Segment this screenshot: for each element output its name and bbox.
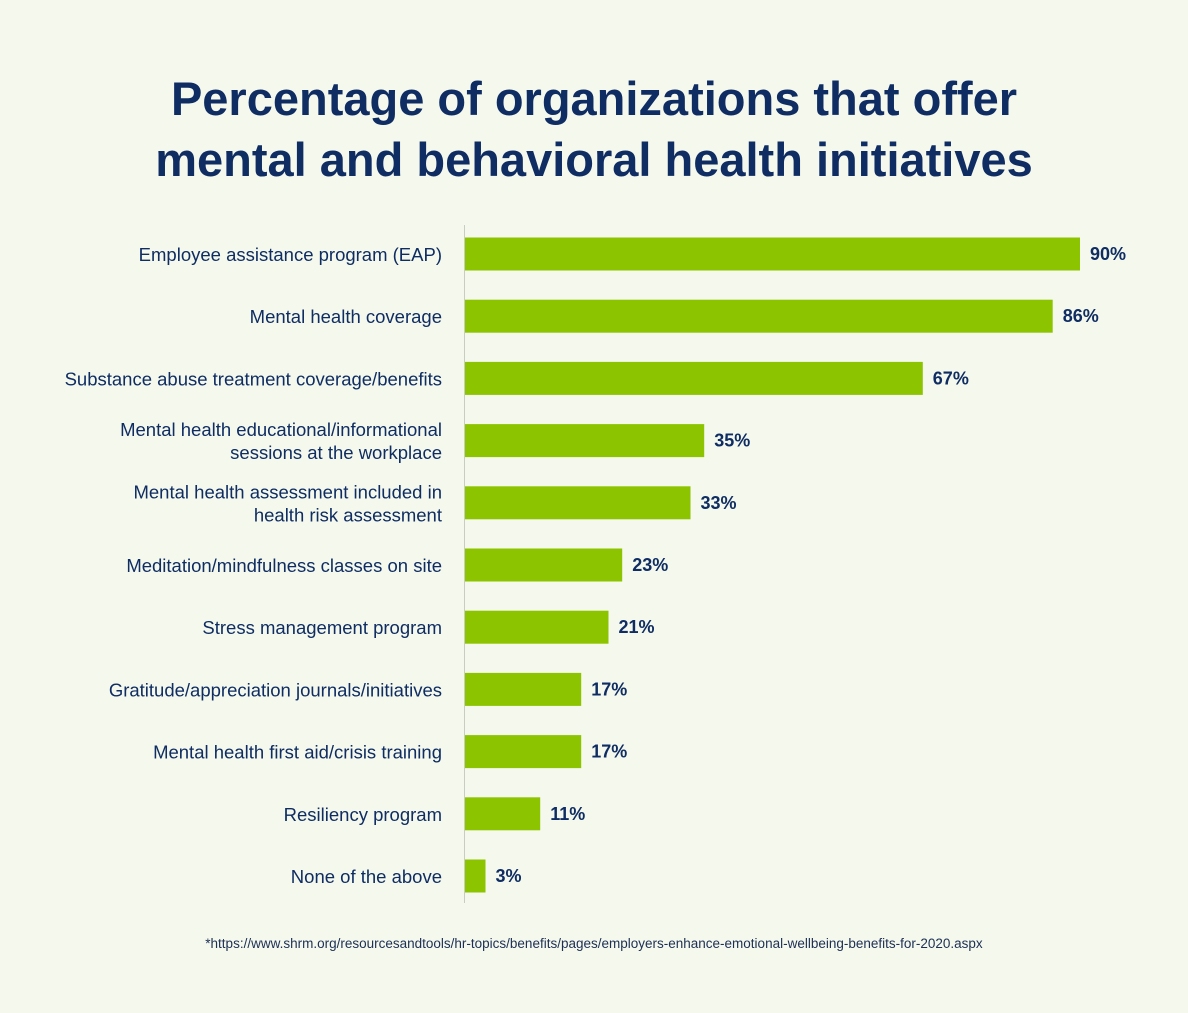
chart-title: Percentage of organizations that offer m… (0, 68, 1188, 190)
bar (465, 424, 705, 458)
category-label: Meditation/mindfulness classes on site (126, 555, 442, 576)
category-label-line: None of the above (291, 866, 442, 887)
category-label: Gratitude/appreciation journals/initiati… (109, 679, 442, 700)
bar (465, 610, 609, 644)
bar (465, 299, 1053, 333)
source-footnote: *https://www.shrm.org/resourcesandtools/… (205, 936, 983, 951)
category-label: Substance abuse treatment coverage/benef… (65, 368, 442, 389)
category-label-line: Substance abuse treatment coverage/benef… (65, 368, 442, 389)
bar (465, 735, 582, 769)
category-label-line: sessions at the workplace (230, 442, 442, 463)
category-label-line: Gratitude/appreciation journals/initiati… (109, 679, 442, 700)
bar-value-label: 23% (632, 555, 668, 575)
bar-value-label: 90% (1090, 244, 1126, 264)
category-label: Mental health assessment included in heal… (133, 481, 442, 525)
bar-value-label: 21% (619, 617, 655, 637)
category-label-line: Resiliency program (284, 803, 442, 824)
bar (465, 361, 923, 395)
bar (465, 859, 486, 893)
bar-value-label: 17% (591, 742, 627, 762)
category-label: Employee assistance program (EAP) (139, 244, 442, 265)
category-label: None of the above (291, 866, 442, 887)
bar-value-label: 67% (933, 368, 969, 388)
bar (465, 672, 582, 706)
bar-value-label: 33% (701, 493, 737, 513)
bar-value-label: 11% (550, 804, 585, 824)
bar (465, 548, 623, 582)
bar-value-label: 35% (714, 431, 750, 451)
bar-value-label: 3% (496, 866, 522, 886)
category-label-line: health risk assessment (254, 504, 442, 525)
bar (465, 486, 691, 520)
category-label-line: Mental health first aid/crisis training (153, 741, 442, 762)
category-label: Mental health coverage (250, 306, 442, 327)
category-label: Mental health first aid/crisis training (153, 741, 442, 762)
category-label-line: Employee assistance program (EAP) (139, 244, 442, 265)
bar-value-label: 86% (1063, 306, 1099, 326)
bar-value-label: 17% (591, 679, 627, 699)
category-label: Stress management program (202, 617, 442, 638)
category-label-line: Mental health assessment included in (133, 481, 442, 502)
category-label-line: Mental health educational/informational (120, 419, 442, 440)
chart-title-line-2: mental and behavioral health initiatives (155, 133, 1033, 186)
bar (465, 797, 541, 831)
category-label-line: Mental health coverage (250, 306, 442, 327)
category-label: Mental health educational/informational s… (120, 419, 442, 463)
category-label: Resiliency program (284, 803, 442, 824)
category-label-line: Stress management program (202, 617, 442, 638)
chart-title-line-1: Percentage of organizations that offer (170, 72, 1018, 125)
bar (465, 237, 1080, 271)
category-label-line: Meditation/mindfulness classes on site (126, 555, 442, 576)
